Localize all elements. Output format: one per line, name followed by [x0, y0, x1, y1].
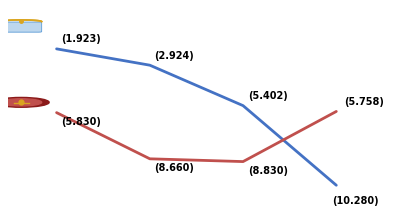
Text: (2.924): (2.924) [154, 51, 194, 61]
Text: (5.402): (5.402) [248, 91, 288, 101]
Text: (10.280): (10.280) [332, 196, 378, 206]
Text: (1.923): (1.923) [61, 34, 101, 44]
Circle shape [0, 97, 49, 107]
Circle shape [1, 99, 42, 106]
Text: (8.830): (8.830) [248, 166, 288, 176]
Text: (5.758): (5.758) [344, 97, 384, 107]
Text: (8.660): (8.660) [154, 163, 194, 173]
FancyBboxPatch shape [1, 22, 42, 32]
Text: (5.830): (5.830) [61, 117, 101, 127]
